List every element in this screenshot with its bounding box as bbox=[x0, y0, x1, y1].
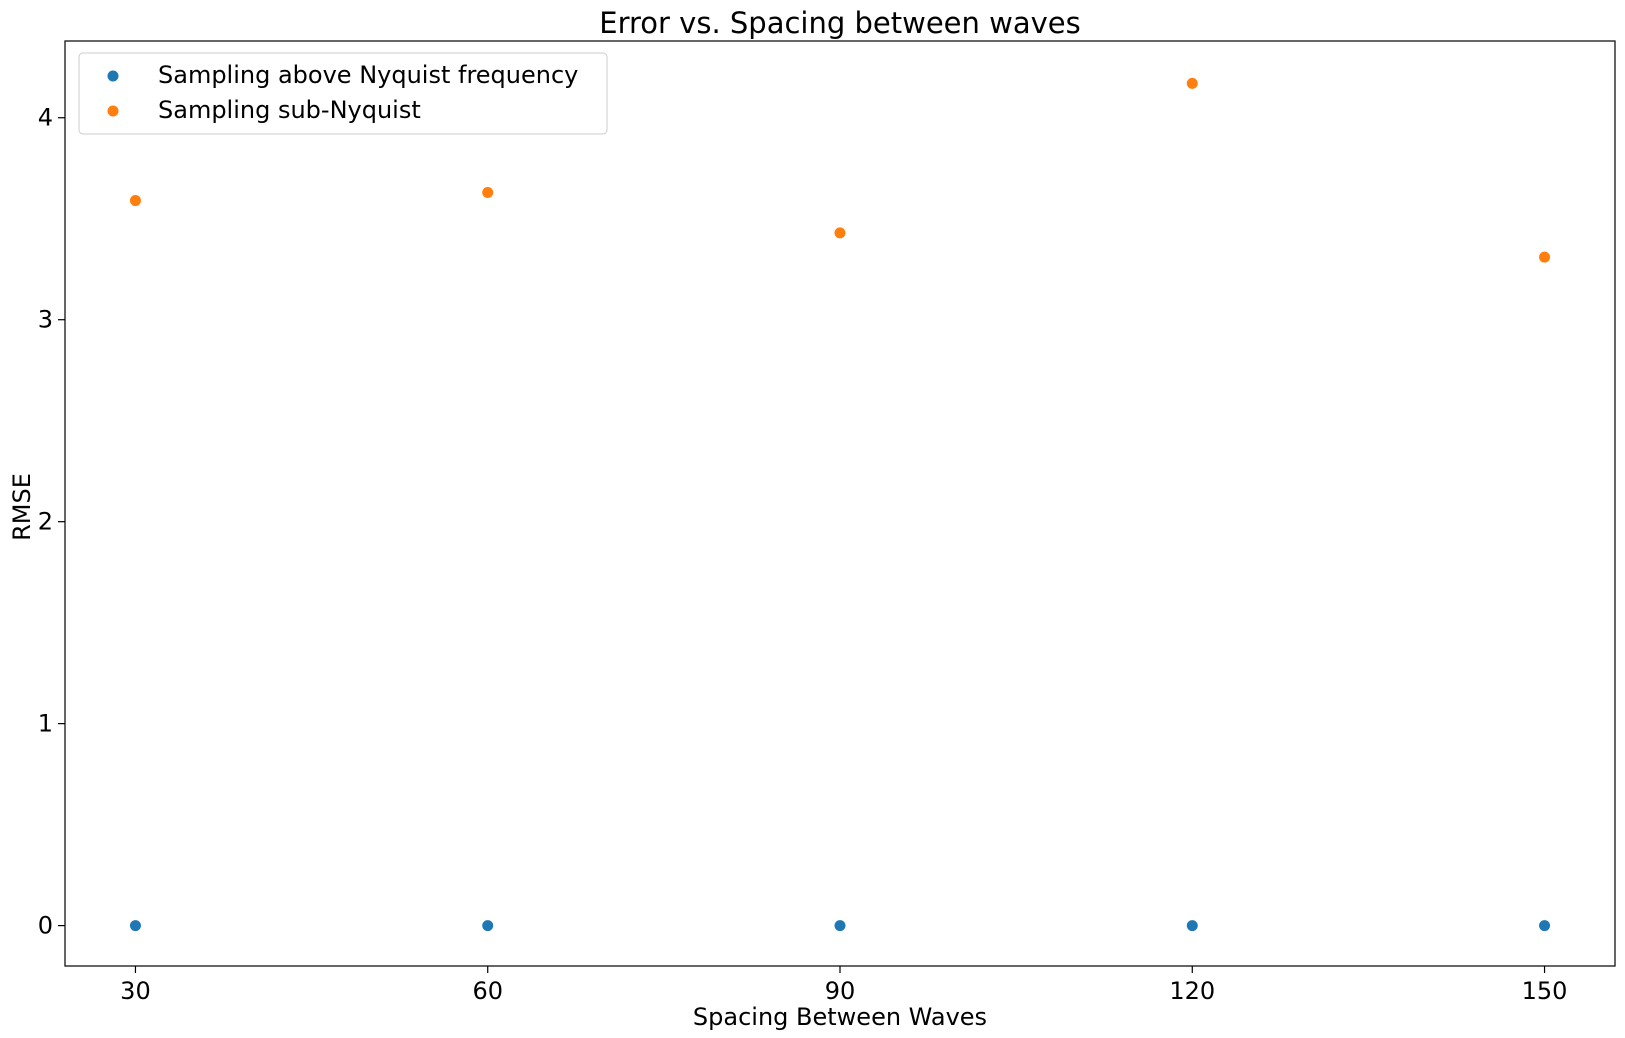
y-tick-label: 0 bbox=[38, 912, 53, 940]
data-point-above-nyquist bbox=[1539, 920, 1551, 932]
x-axis-ticks: 30 60 90 120 150 bbox=[120, 966, 1567, 1005]
data-points bbox=[129, 77, 1551, 932]
data-point-above-nyquist bbox=[1186, 920, 1198, 932]
legend-marker-sub-nyquist bbox=[107, 105, 119, 117]
data-point-sub-nyquist bbox=[482, 186, 494, 198]
legend-box bbox=[78, 52, 608, 135]
data-point-above-nyquist bbox=[834, 920, 846, 932]
legend-label-sub-nyquist: Sampling sub-Nyquist bbox=[158, 96, 421, 124]
y-tick-label: 2 bbox=[38, 508, 53, 536]
y-tick-label: 1 bbox=[38, 710, 53, 738]
legend: Sampling above Nyquist frequency Samplin… bbox=[78, 52, 608, 135]
x-tick-label: 150 bbox=[1522, 977, 1568, 1005]
data-point-sub-nyquist bbox=[1186, 77, 1198, 89]
plot-area-frame bbox=[64, 40, 1616, 967]
x-tick-label: 120 bbox=[1169, 977, 1215, 1005]
data-point-above-nyquist bbox=[129, 920, 141, 932]
chart-title: Error vs. Spacing between waves bbox=[599, 6, 1080, 40]
y-axis-ticks: 0 1 2 3 4 bbox=[38, 104, 65, 940]
data-point-sub-nyquist bbox=[834, 227, 846, 239]
data-point-sub-nyquist bbox=[129, 195, 141, 207]
data-point-above-nyquist bbox=[482, 920, 494, 932]
data-point-sub-nyquist bbox=[1539, 251, 1551, 263]
y-tick-label: 4 bbox=[38, 104, 53, 132]
legend-marker-above-nyquist bbox=[107, 70, 119, 82]
x-tick-label: 30 bbox=[120, 977, 151, 1005]
x-tick-label: 60 bbox=[472, 977, 503, 1005]
legend-label-above-nyquist: Sampling above Nyquist frequency bbox=[158, 61, 578, 89]
x-tick-label: 90 bbox=[825, 977, 856, 1005]
x-axis-label: Spacing Between Waves bbox=[693, 1003, 987, 1031]
y-tick-label: 3 bbox=[38, 306, 53, 334]
y-axis-label: RMSE bbox=[8, 473, 36, 541]
